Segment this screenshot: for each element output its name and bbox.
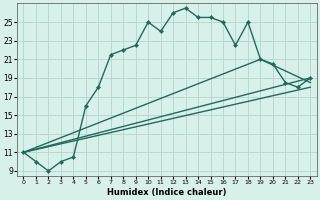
X-axis label: Humidex (Indice chaleur): Humidex (Indice chaleur)	[107, 188, 227, 197]
